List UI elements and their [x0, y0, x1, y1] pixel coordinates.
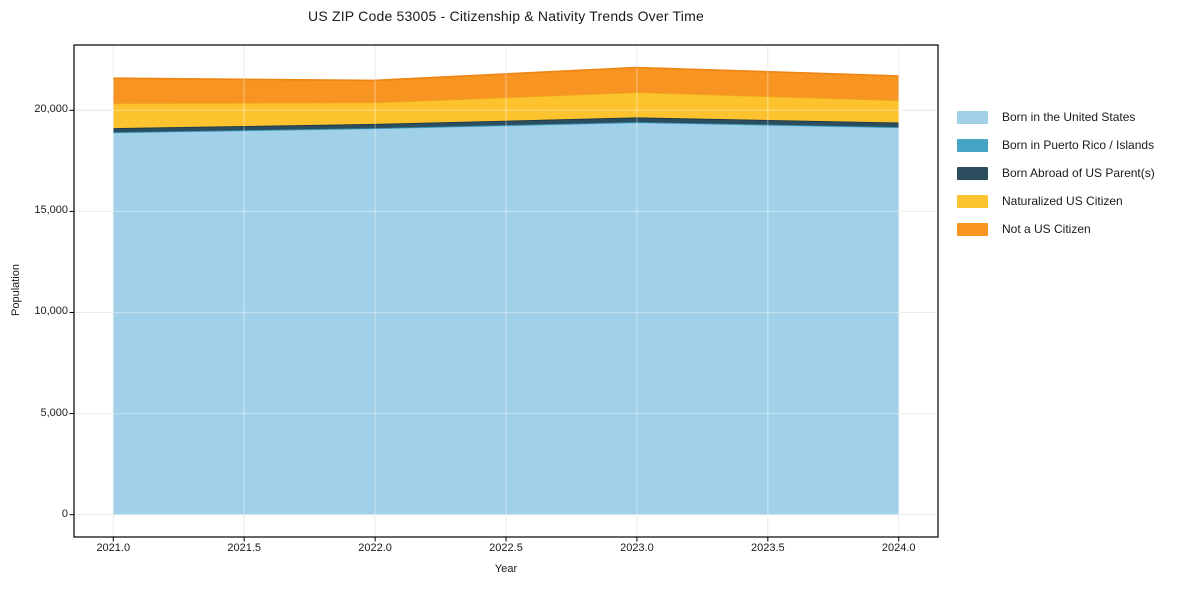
legend-swatch-icon — [957, 110, 988, 124]
area-series-2 — [113, 117, 899, 133]
legend-swatch-icon — [957, 166, 988, 180]
area-series-3 — [113, 92, 899, 129]
x-tick-label: 2022.5 — [489, 542, 523, 554]
y-tick-label: 10,000 — [34, 305, 68, 318]
legend-swatch-icon — [957, 194, 988, 208]
legend-label: Naturalized US Citizen — [1002, 194, 1123, 208]
legend-swatch-icon — [957, 138, 988, 152]
chart-title: US ZIP Code 53005 - Citizenship & Nativi… — [308, 8, 704, 24]
legend-item-4: Not a US Citizen — [957, 215, 1155, 243]
x-tick-label: 2021.5 — [227, 542, 261, 554]
y-tick-label: 15,000 — [34, 204, 68, 217]
legend-label: Born in the United States — [1002, 110, 1136, 124]
x-tick-label: 2023.5 — [750, 542, 785, 554]
legend-label: Born Abroad of US Parent(s) — [1002, 166, 1155, 180]
x-axis-label: Year — [494, 563, 518, 575]
legend-item-0: Born in the United States — [957, 103, 1155, 131]
x-tick-label: 2023.0 — [620, 542, 654, 554]
area-series-4 — [113, 67, 899, 104]
y-tick-label: 20,000 — [34, 103, 68, 116]
legend-item-3: Naturalized US Citizen — [957, 187, 1155, 215]
y-tick-label: 0 — [61, 507, 68, 520]
legend-label: Born in Puerto Rico / Islands — [1002, 138, 1155, 152]
legend-item-1: Born in Puerto Rico / Islands — [957, 131, 1155, 159]
y-tick-label: 5,000 — [40, 406, 68, 419]
legend-item-2: Born Abroad of US Parent(s) — [957, 159, 1155, 187]
y-axis-label: Population — [10, 264, 22, 316]
legend-swatch-icon — [957, 222, 988, 236]
x-tick-label: 2021.0 — [96, 542, 131, 554]
x-tick-label: 2022.0 — [358, 542, 392, 554]
legend-label: Not a US Citizen — [1002, 222, 1091, 236]
x-tick-label: 2024.0 — [881, 542, 916, 554]
legend: Born in the United States Born in Puerto … — [957, 103, 1155, 243]
area-edge-4 — [113, 66, 899, 82]
area-series-0 — [113, 122, 899, 515]
